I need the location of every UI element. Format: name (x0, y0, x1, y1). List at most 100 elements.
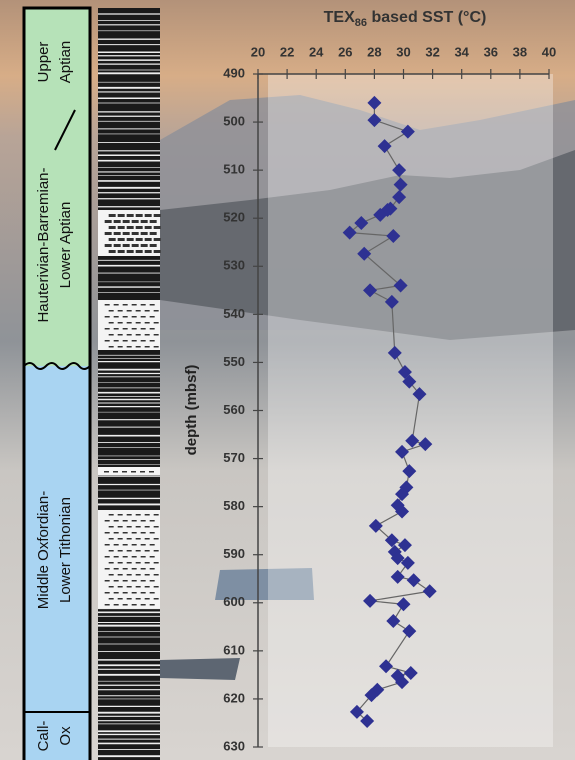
strat-label: Call- (35, 721, 52, 752)
data-point (387, 345, 402, 360)
litho-pattern (126, 550, 132, 552)
litho-pattern (117, 526, 123, 528)
litho-pattern (131, 592, 137, 594)
litho-pattern (149, 232, 157, 235)
litho-pattern (104, 232, 112, 235)
litho-pattern (131, 471, 136, 473)
y-tick-label: 600 (223, 594, 245, 609)
y-tick-label: 550 (223, 354, 245, 369)
data-point (349, 704, 364, 719)
litho-bg (98, 8, 160, 760)
data-point (395, 675, 410, 690)
data-point (384, 533, 399, 548)
y-tick-label: 590 (223, 546, 245, 561)
litho-pattern (108, 550, 114, 552)
litho-pattern (104, 244, 112, 247)
litho-pattern (144, 526, 150, 528)
strat-unit (24, 712, 90, 760)
y-tick-label: 490 (223, 65, 245, 80)
litho-pattern (144, 346, 150, 348)
litho-pattern (104, 304, 110, 306)
litho-pattern (104, 340, 110, 342)
litho-pattern (126, 250, 134, 253)
lithology-column (98, 8, 161, 760)
litho-pattern (153, 538, 159, 540)
chart-title: TEX86 based SST (°C) (324, 9, 487, 29)
data-point (396, 597, 411, 612)
litho-pattern (108, 214, 116, 217)
strat-label: Lower Aptian (57, 202, 74, 289)
litho-pattern (117, 346, 123, 348)
mountains-near (160, 150, 575, 340)
iceberg (215, 568, 314, 600)
litho-pattern (135, 250, 143, 253)
litho-pattern (113, 304, 119, 306)
litho-pattern (135, 322, 141, 324)
litho-pattern (153, 586, 159, 588)
litho-pattern (144, 574, 150, 576)
litho-pattern (117, 550, 123, 552)
litho-pattern (140, 580, 146, 582)
litho-pattern (122, 580, 128, 582)
litho-pattern (131, 544, 137, 546)
litho-pattern (122, 568, 128, 570)
litho-pattern (104, 580, 110, 582)
litho-pattern (153, 550, 159, 552)
data-point (357, 246, 372, 261)
litho-pattern (140, 520, 146, 522)
litho-pattern (131, 568, 137, 570)
litho-pattern (108, 346, 114, 348)
litho-pattern (140, 340, 146, 342)
litho-pattern (117, 238, 125, 241)
data-point (393, 177, 408, 192)
data-point (418, 437, 433, 452)
litho-pattern (135, 574, 141, 576)
litho-pattern (144, 550, 150, 552)
litho-pattern (149, 220, 157, 223)
x-tick-label: 20 (251, 44, 265, 59)
litho-pattern (122, 244, 130, 247)
litho-pattern (140, 328, 146, 330)
litho-pattern (122, 556, 128, 558)
litho-pattern (122, 316, 128, 318)
litho-pattern (113, 592, 119, 594)
litho-pattern (122, 220, 130, 223)
data-point (405, 433, 420, 448)
data-point (397, 538, 412, 553)
litho-pattern (104, 220, 112, 223)
litho-pattern (122, 232, 130, 235)
litho-pattern (153, 334, 159, 336)
litho-pattern (108, 526, 114, 528)
plot: 20 22 24 26 28 30 32 34 36 38 40 490 500 510 520 530 540… (223, 44, 556, 753)
litho-pattern (113, 532, 119, 534)
litho-pattern (149, 328, 155, 330)
data-point (403, 665, 418, 680)
litho-pattern (153, 226, 161, 229)
litho-pattern (122, 304, 128, 306)
litho-pattern (144, 538, 150, 540)
litho-pattern (104, 604, 110, 606)
x-tick-label: 24 (309, 44, 324, 59)
litho-pattern (113, 568, 119, 570)
litho-pattern (149, 544, 155, 546)
strat-label: Hauterivian-Barremian- (35, 167, 52, 322)
litho-pattern (140, 471, 145, 473)
title-subscript: 86 (355, 17, 367, 29)
litho-pattern (153, 346, 159, 348)
litho-pattern (108, 586, 114, 588)
litho-pattern (122, 604, 128, 606)
data-point (412, 387, 427, 402)
data-point (368, 518, 383, 533)
litho-pattern (113, 244, 121, 247)
title-rest: based SST (°C) (367, 9, 486, 26)
data-point (342, 225, 357, 240)
litho-pattern (135, 514, 141, 516)
strat-unit (24, 366, 90, 712)
litho-pattern (104, 328, 110, 330)
litho-pattern (104, 316, 110, 318)
litho-pattern (126, 214, 134, 217)
litho-pattern (140, 244, 148, 247)
data-point (367, 113, 382, 128)
data-point (392, 190, 407, 205)
